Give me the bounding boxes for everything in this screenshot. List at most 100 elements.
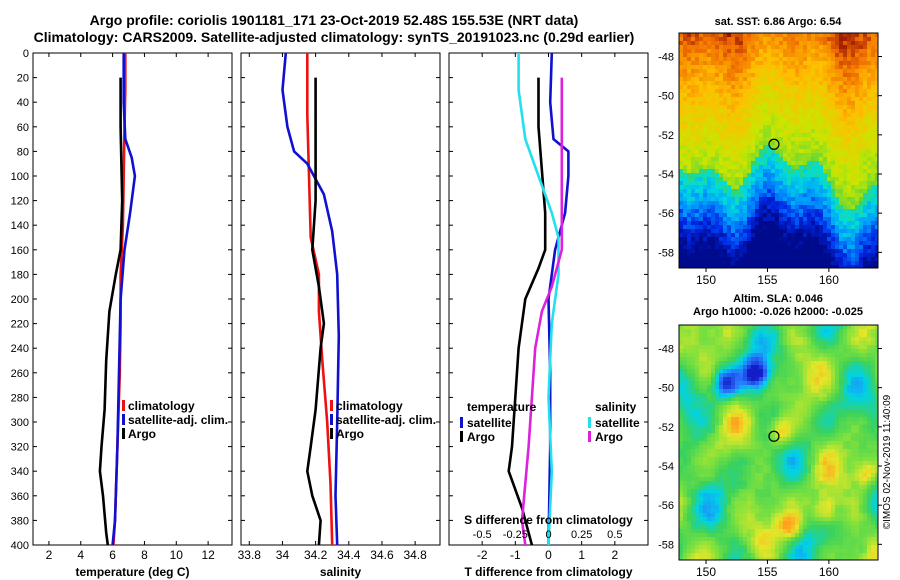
series-line-satellite-adj-clim- — [111, 53, 137, 546]
legend-label: Argo — [595, 430, 623, 444]
legend-swatch — [460, 417, 463, 428]
difference-profile-panel: -2 -1 0 1 2 T difference from climatology temp… — [448, 52, 649, 579]
y-tick-label: 280 — [11, 392, 29, 404]
map-frame — [678, 32, 879, 269]
y-tick-label: 360 — [11, 491, 29, 503]
lat-tick-label: -54 — [658, 461, 674, 473]
legend-label: satellite-adj. clim. — [336, 413, 436, 427]
y-tick-label: 20 — [17, 73, 29, 85]
legend-title-temperature: temperature — [467, 400, 537, 414]
x-tick-label: 8 — [141, 548, 148, 562]
lon-tick-label: 150 — [696, 565, 716, 579]
series-line-argo — [305, 77, 326, 546]
series-line-argo — [98, 77, 124, 546]
legend-label: Argo — [336, 427, 364, 441]
lat-tick-label: -50 — [658, 383, 674, 395]
sst-map: -48 -50 -52 -54 -56 -58 150 155 160 — [658, 32, 882, 287]
sst-map-field — [679, 33, 878, 268]
x-tick-label: 2 — [46, 548, 53, 562]
lat-tick-label: -56 — [658, 500, 674, 512]
secondary-x-tick-label: -0.25 — [503, 529, 528, 541]
sla-map-field — [679, 325, 878, 560]
argo-location-marker — [768, 138, 780, 150]
chart-title-line2: Climatology: CARS2009. Satellite-adjuste… — [33, 29, 635, 45]
secondary-x-tick-label: 0.5 — [607, 529, 622, 541]
series-line-satellite-adj-clim- — [281, 52, 341, 546]
x-tick-label: 34.6 — [370, 548, 394, 562]
legend-label: Argo — [467, 430, 495, 444]
legend-swatch — [588, 431, 591, 442]
x-tick-label: 33.8 — [238, 548, 262, 562]
sla-map-title-line1: Altim. SLA: 0.046 — [733, 293, 823, 305]
y-tick-label: 320 — [11, 442, 29, 454]
y-tick-label: 140 — [11, 220, 29, 232]
secondary-x-axis-label: S difference from climatology — [464, 513, 633, 527]
x-tick-label: 34.8 — [403, 548, 427, 562]
legend-swatch — [460, 431, 463, 442]
y-tick-label: 240 — [11, 343, 29, 355]
lon-tick-label: 150 — [696, 273, 716, 287]
x-tick-label: 6 — [109, 548, 116, 562]
x-tick-label: 1 — [578, 548, 585, 562]
legend-title-salinity: salinity — [595, 400, 637, 414]
legend-swatch — [330, 414, 333, 425]
legend-swatch — [588, 417, 591, 428]
lat-tick-label: -48 — [658, 344, 674, 356]
legend-label: satellite — [467, 416, 512, 430]
x-axis-label: salinity — [320, 565, 362, 579]
plot-frame — [240, 52, 441, 546]
lat-tick-label: -52 — [658, 130, 674, 142]
sla-map-title-line2: Argo h1000: -0.026 h2000: -0.025 — [693, 306, 863, 318]
x-tick-label: 2 — [611, 548, 618, 562]
legend-swatch — [330, 428, 333, 439]
credit-stamp: ©IMOS 02-Nov-2019 11:40:09 — [882, 394, 893, 529]
y-tick-label: 100 — [11, 171, 29, 183]
y-tick-label: 200 — [11, 294, 29, 306]
temperature-profile-panel: 0 20 40 60 80 100 120 140 160 180 200 220 240 260 280 3… — [11, 48, 233, 579]
lat-tick-label: -56 — [658, 208, 674, 220]
legend-swatch — [122, 428, 125, 439]
y-tick-label: 160 — [11, 245, 29, 257]
y-tick-label: 60 — [17, 122, 29, 134]
series-line-s-argo — [520, 77, 564, 546]
lat-tick-label: -54 — [658, 169, 674, 181]
x-tick-label: 10 — [170, 548, 184, 562]
y-tick-label: 40 — [17, 97, 29, 109]
lat-tick-label: -58 — [658, 539, 674, 551]
x-axis-label: temperature (deg C) — [75, 565, 189, 579]
lon-tick-label: 155 — [757, 565, 777, 579]
x-axis-label: T difference from climatology — [464, 565, 632, 579]
plot-frame — [32, 52, 233, 546]
lon-tick-label: 160 — [819, 273, 839, 287]
y-tick-label: 120 — [11, 196, 29, 208]
lon-tick-label: 155 — [757, 273, 777, 287]
secondary-x-tick-label: 0.25 — [571, 529, 592, 541]
y-tick-label: 260 — [11, 368, 29, 380]
chart-title-line1: Argo profile: coriolis 1901181_171 23-Oc… — [89, 12, 579, 28]
y-tick-label: 80 — [17, 146, 29, 158]
y-tick-label: 300 — [11, 417, 29, 429]
series-line-s-satellite — [517, 53, 560, 546]
lat-tick-label: -52 — [658, 422, 674, 434]
legend-label: satellite-adj. clim. — [128, 413, 228, 427]
x-tick-label: 4 — [77, 548, 84, 562]
lat-tick-label: -48 — [658, 52, 674, 64]
x-tick-label: -2 — [477, 548, 488, 562]
lat-tick-label: -58 — [658, 247, 674, 259]
legend-swatch — [330, 400, 333, 411]
x-tick-label: 34.2 — [304, 548, 328, 562]
series-line-t-satellite — [547, 52, 570, 546]
y-tick-label: 400 — [11, 540, 29, 552]
series-line-t-argo — [507, 77, 547, 546]
lon-tick-label: 160 — [819, 565, 839, 579]
x-tick-label: 34 — [276, 548, 290, 562]
sst-map-title: sat. SST: 6.86 Argo: 6.54 — [715, 16, 843, 28]
lat-tick-label: -50 — [658, 91, 674, 103]
map-frame — [678, 324, 879, 561]
argo-location-marker — [768, 430, 780, 442]
secondary-x-tick-label: 0 — [545, 529, 551, 541]
x-tick-label: 0 — [545, 548, 552, 562]
x-tick-label: -1 — [510, 548, 521, 562]
y-tick-label: 340 — [11, 466, 29, 478]
